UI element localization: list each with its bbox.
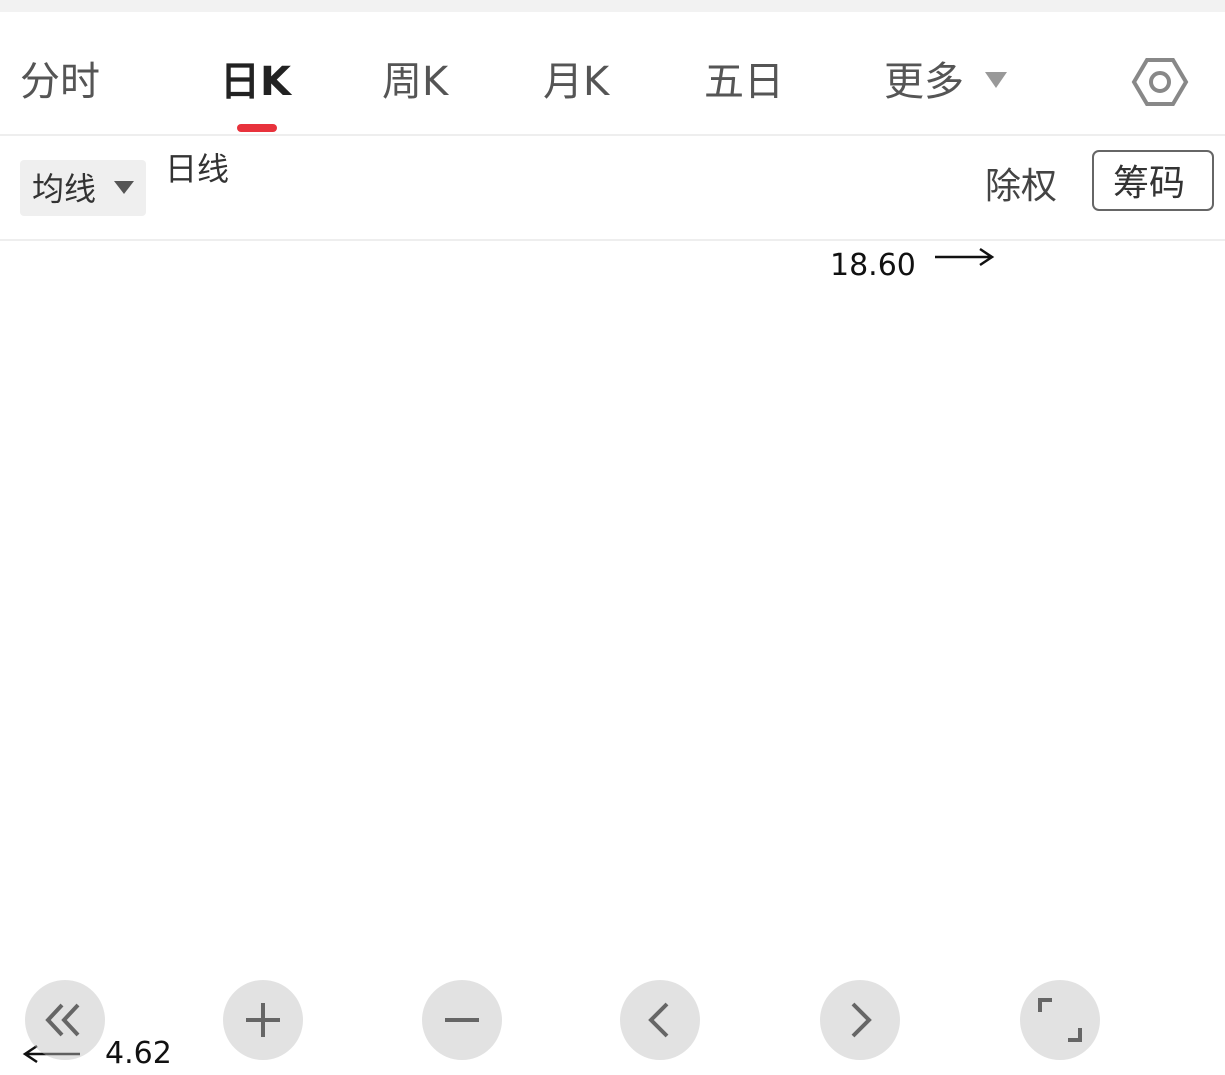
status-strip xyxy=(0,0,1225,12)
tab[interactable]: 周K xyxy=(382,59,450,105)
dropdown-arrow xyxy=(114,181,134,194)
tab[interactable]: 分时 xyxy=(20,59,100,105)
scroll-right[interactable] xyxy=(820,980,900,1060)
low-arrow xyxy=(22,1044,80,1064)
tab[interactable]: 更多 xyxy=(884,59,964,105)
control-icons xyxy=(45,998,1082,1042)
dropdown-arrow xyxy=(985,72,1007,88)
tab[interactable]: 日K xyxy=(220,59,293,105)
chips-button[interactable] xyxy=(1092,150,1214,211)
tab[interactable]: 五日 xyxy=(704,59,784,105)
tab[interactable]: 月K xyxy=(543,59,611,105)
ma-button[interactable] xyxy=(20,160,146,216)
chips-label[interactable]: 筹码 xyxy=(1113,163,1185,204)
zoom-controls xyxy=(25,980,1100,1060)
period-label: 日线 xyxy=(165,150,229,188)
settings-icon[interactable] xyxy=(1131,58,1189,106)
scroll-left[interactable] xyxy=(620,980,700,1060)
active-tab-underline xyxy=(237,124,277,132)
ma-button-label[interactable]: 均线 xyxy=(32,170,96,208)
fullscreen[interactable] xyxy=(1020,980,1100,1060)
ex-rights[interactable]: 除权 xyxy=(985,166,1057,207)
high-label: 18.60 xyxy=(830,248,916,283)
low-label: 4.62 xyxy=(105,1036,172,1071)
high-arrow xyxy=(935,247,995,267)
